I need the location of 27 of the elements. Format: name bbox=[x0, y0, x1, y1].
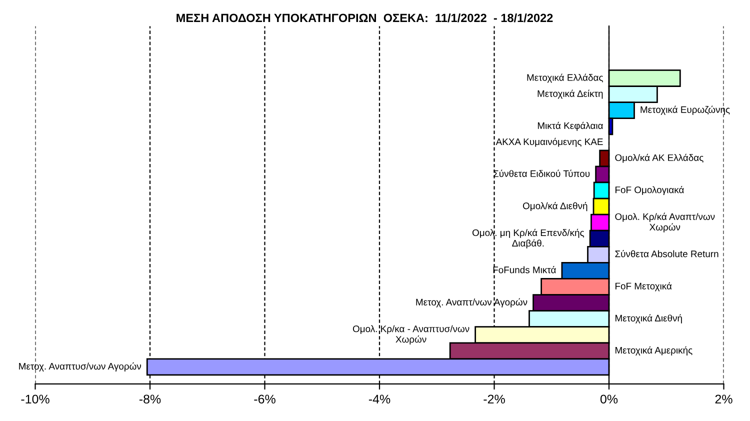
x-tick-label: 2% bbox=[715, 394, 732, 404]
x-tick-label: -6% bbox=[254, 394, 276, 404]
y-tick-label: ΑΚΧΑ Κυμαινόμενης ΚΑΕ bbox=[496, 138, 603, 147]
x-tick-label: -8% bbox=[139, 394, 161, 404]
y-tick-label: Σύνθετα Ειδικού Τύπου bbox=[494, 170, 590, 178]
y-tick-label: Μικτά Κεφάλαια bbox=[538, 122, 603, 131]
chart-title: ΜΕΣΗ ΑΠΟΔΟΣΗ ΥΠΟΚΑΤΗΓΟΡΙΩΝ ΟΣΕΚΑ: 11/1/2022 - 18/1/2022 bbox=[176, 13, 553, 22]
y-tick-label: Ομολ. Κρ/κά Αναπτ/νων Χωρών bbox=[615, 212, 715, 232]
y-tick-label: Μετοχικά Ελλάδας bbox=[527, 74, 603, 83]
y-tick-label: Μετοχικά Δείκτη bbox=[538, 90, 603, 99]
y-tick-label: Ομολ/κά Διεθνή bbox=[522, 202, 588, 212]
y-tick-label: Ομολ. Κρ/κα - Αναπτυσ/νων Χωρών bbox=[352, 325, 470, 345]
y-tick-label: Μετοχ. Αναπτυσ/νων Αγορών bbox=[19, 362, 142, 372]
y-tick-label: Σύνθετα Absolute Return bbox=[615, 250, 718, 258]
y-tick-label: Μετοχικά Διεθνή bbox=[616, 314, 682, 324]
y-tick-label: Μετοχικά Αμερικής bbox=[616, 346, 692, 356]
y-tick-label: FoFunds Μικτά bbox=[493, 266, 556, 274]
y-tick-label: FoF Ομολογιακά bbox=[616, 186, 684, 196]
y-tick-label: FoF Μετοχικά bbox=[616, 282, 672, 292]
y-tick-label: Ομολ. μη Κρ/κά Επενδ/κής Διαβάθ. bbox=[472, 228, 584, 248]
x-tick-label: -2% bbox=[484, 394, 505, 404]
x-tick-label: -10% bbox=[21, 394, 50, 404]
x-tick-label: -4% bbox=[368, 394, 390, 404]
y-tick-label: Μετοχ. Αναπτ/νων Αγορών bbox=[416, 298, 528, 308]
x-tick-label: 0% bbox=[600, 394, 618, 404]
y-tick-label: Ομολ/κά ΑΚ Ελλάδας bbox=[615, 154, 704, 163]
y-tick-label: Μετοχικά Ευρωζώνης bbox=[640, 106, 730, 115]
